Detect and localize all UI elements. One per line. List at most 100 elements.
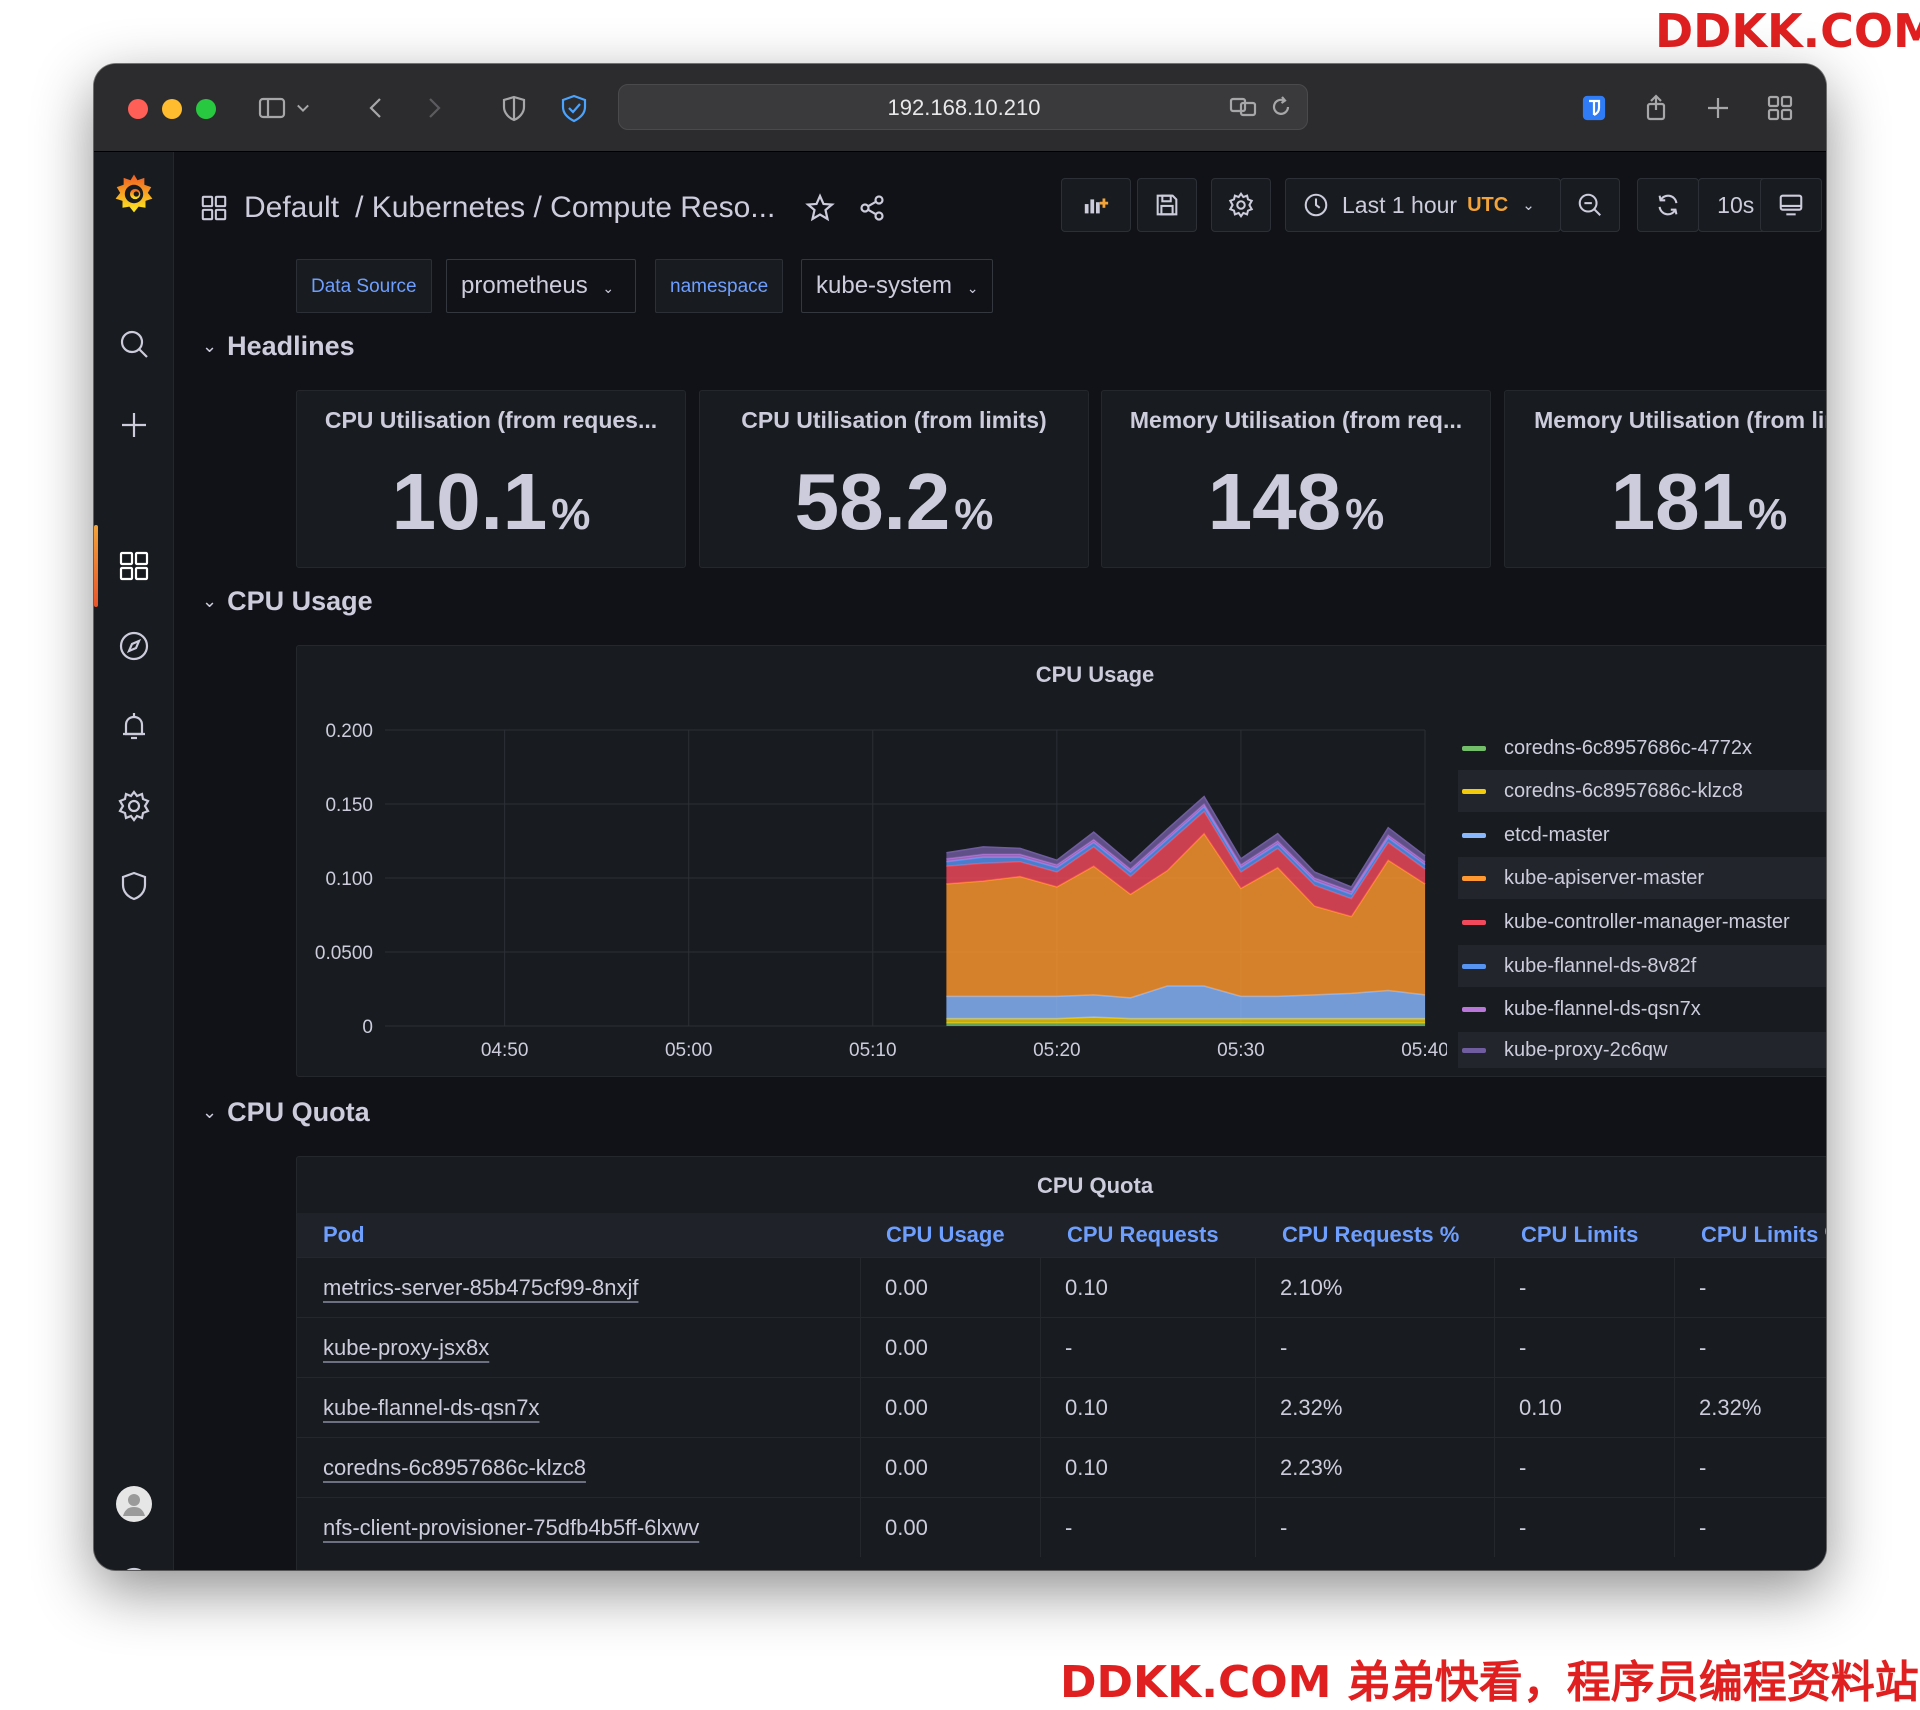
adguard-shield-icon[interactable]	[554, 88, 594, 128]
chevron-down-icon[interactable]	[290, 88, 316, 128]
cell-cpu-requests-pct: 2.23%	[1256, 1438, 1495, 1497]
cell-value: -	[1280, 1515, 1288, 1540]
cell-cpu-limits: -	[1495, 1498, 1675, 1557]
dashboards-icon[interactable]	[112, 544, 156, 588]
row-cpu-quota-title: CPU Quota	[227, 1097, 370, 1127]
grafana-logo-icon[interactable]	[110, 170, 158, 218]
breadcrumb-folder[interactable]: Default	[244, 191, 340, 224]
cpu-usage-chart[interactable]: 0 0.0500 0.100 0.150 0.200 04:50 05:00 05:10 05:…	[297, 646, 1447, 1078]
timezone-label: UTC	[1467, 193, 1509, 216]
privacy-shield-icon[interactable]	[494, 88, 534, 128]
stat-panel[interactable]: CPU Utilisation (from limits) 58.2%	[699, 390, 1089, 568]
column-header-cpu-usage[interactable]: CPU Usage	[886, 1222, 1005, 1247]
legend-item[interactable]: coredns-6c8957686c-4772x	[1458, 727, 1826, 769]
alerting-icon[interactable]	[112, 704, 156, 748]
cell-value: -	[1519, 1335, 1527, 1360]
minimize-window-button[interactable]	[162, 99, 182, 119]
add-panel-button[interactable]	[1061, 178, 1131, 232]
stat-value: 148%	[1102, 456, 1490, 548]
cpu-quota-panel[interactable]: CPU Quota Pod CPU Usage CPU Requests CPU…	[296, 1156, 1826, 1570]
cell-pod[interactable]: nfs-client-provisioner-75dfb4b5ff-6lxwv	[297, 1498, 861, 1557]
cpu-usage-panel[interactable]: CPU Usage 0 0.0500 0.100 0.150 0.200 04:50 05:…	[296, 645, 1826, 1077]
page-title[interactable]: / Kubernetes / Compute Reso...	[355, 191, 776, 224]
cell-pod[interactable]: metrics-server-85b475cf99-8nxjf	[297, 1258, 861, 1317]
stat-panel[interactable]: CPU Utilisation (from reques... 10.1%	[296, 390, 686, 568]
cell-cpu-limits-pct: -	[1675, 1438, 1826, 1497]
bitwarden-icon[interactable]	[1574, 88, 1614, 128]
legend-item[interactable]: kube-flannel-ds-8v82f	[1458, 945, 1826, 987]
star-icon[interactable]	[805, 193, 836, 223]
pod-link[interactable]: metrics-server-85b475cf99-8nxjf	[323, 1275, 639, 1300]
tv-mode-button[interactable]	[1760, 178, 1822, 232]
pod-link[interactable]: kube-flannel-ds-qsn7x	[323, 1395, 540, 1420]
sidebar-toggle-icon[interactable]	[252, 88, 292, 128]
table-row: kube-flannel-ds-qsn7x 0.00 0.10 2.32% 0.10 2.…	[297, 1377, 1826, 1437]
cell-pod[interactable]: coredns-6c8957686c-klzc8	[297, 1438, 861, 1497]
pod-link[interactable]: nfs-client-provisioner-75dfb4b5ff-6lxwv	[323, 1515, 700, 1540]
cell-value: -	[1699, 1335, 1707, 1360]
cell-pod[interactable]: kube-proxy-jsx8x	[297, 1318, 861, 1377]
datasource-variable-select[interactable]: prometheus ⌄	[446, 259, 636, 313]
column-header-pod[interactable]: Pod	[323, 1222, 365, 1247]
pod-link[interactable]: kube-proxy-jsx8x	[323, 1335, 490, 1360]
cell-cpu-usage: 0.00	[861, 1258, 1041, 1317]
column-header-cpu-limits-pct[interactable]: CPU Limits %	[1701, 1222, 1826, 1247]
share-dashboard-icon[interactable]	[857, 193, 887, 223]
namespace-variable-label: namespace	[655, 259, 784, 313]
legend-swatch	[1462, 963, 1486, 969]
back-icon[interactable]	[356, 88, 396, 128]
row-headlines[interactable]: ⌄ Headlines	[202, 331, 355, 362]
share-icon[interactable]	[1636, 88, 1676, 128]
cell-value: -	[1280, 1335, 1288, 1360]
stat-title: CPU Utilisation (from limits)	[741, 407, 1047, 433]
cell-value: -	[1699, 1515, 1707, 1540]
tab-overview-icon[interactable]	[1760, 88, 1800, 128]
search-icon[interactable]	[112, 322, 156, 366]
series-area	[946, 796, 1425, 892]
explore-icon[interactable]	[112, 624, 156, 668]
table-row: metrics-server-85b475cf99-8nxjf 0.00 0.10 2…	[297, 1257, 1826, 1317]
close-window-button[interactable]	[128, 99, 148, 119]
stat-panel[interactable]: Memory Utilisation (from lim... 181%	[1504, 390, 1826, 568]
chevron-down-icon: ⌄	[202, 336, 218, 356]
zoom-window-button[interactable]	[196, 99, 216, 119]
column-header-cpu-requests[interactable]: CPU Requests	[1067, 1222, 1219, 1247]
time-picker[interactable]: Last 1 hour UTC ⌄	[1285, 178, 1561, 232]
legend-item[interactable]: kube-proxy-2c6qw	[1458, 1032, 1826, 1068]
save-dashboard-button[interactable]	[1137, 178, 1197, 232]
server-admin-icon[interactable]	[112, 864, 156, 908]
legend-item[interactable]: kube-flannel-ds-qsn7x	[1458, 988, 1826, 1030]
help-icon[interactable]	[112, 1560, 156, 1570]
cell-value: 2.23%	[1280, 1455, 1343, 1480]
zoom-out-button[interactable]	[1560, 178, 1620, 232]
translate-icon[interactable]	[1223, 87, 1263, 127]
legend-item[interactable]: kube-controller-manager-master	[1458, 901, 1826, 943]
refresh-button[interactable]	[1637, 178, 1699, 232]
cell-cpu-limits: -	[1495, 1318, 1675, 1377]
configuration-icon[interactable]	[112, 784, 156, 828]
new-tab-icon[interactable]	[1698, 88, 1738, 128]
legend-item[interactable]: etcd-master	[1458, 814, 1826, 856]
column-header-cpu-requests-pct[interactable]: CPU Requests %	[1282, 1222, 1460, 1247]
legend-item[interactable]: kube-apiserver-master	[1458, 857, 1826, 899]
stat-panel[interactable]: Memory Utilisation (from req... 148%	[1101, 390, 1491, 568]
datasource-variable-value: prometheus	[461, 272, 588, 299]
namespace-variable-select[interactable]: kube-system ⌄	[801, 259, 993, 313]
cell-value: -	[1065, 1515, 1073, 1540]
pod-link[interactable]: coredns-6c8957686c-klzc8	[323, 1455, 586, 1480]
row-cpu-usage[interactable]: ⌄ CPU Usage	[202, 586, 373, 617]
row-cpu-quota[interactable]: ⌄ CPU Quota	[202, 1097, 370, 1128]
plus-icon[interactable]	[112, 403, 156, 447]
forward-icon[interactable]	[414, 88, 454, 128]
user-avatar[interactable]	[112, 1482, 156, 1526]
active-indicator	[94, 525, 98, 607]
dashboard-settings-button[interactable]	[1211, 178, 1271, 232]
legend-item[interactable]: coredns-6c8957686c-klzc8	[1458, 770, 1826, 812]
address-bar[interactable]: 192.168.10.210	[618, 84, 1308, 130]
reload-icon[interactable]	[1261, 87, 1301, 127]
cell-pod[interactable]: kube-flannel-ds-qsn7x	[297, 1378, 861, 1437]
cell-cpu-usage: 0.00	[861, 1498, 1041, 1557]
column-header-cpu-limits[interactable]: CPU Limits	[1521, 1222, 1639, 1247]
refresh-interval-label: 10s	[1717, 191, 1755, 218]
cell-value: 0.10	[1065, 1275, 1108, 1300]
